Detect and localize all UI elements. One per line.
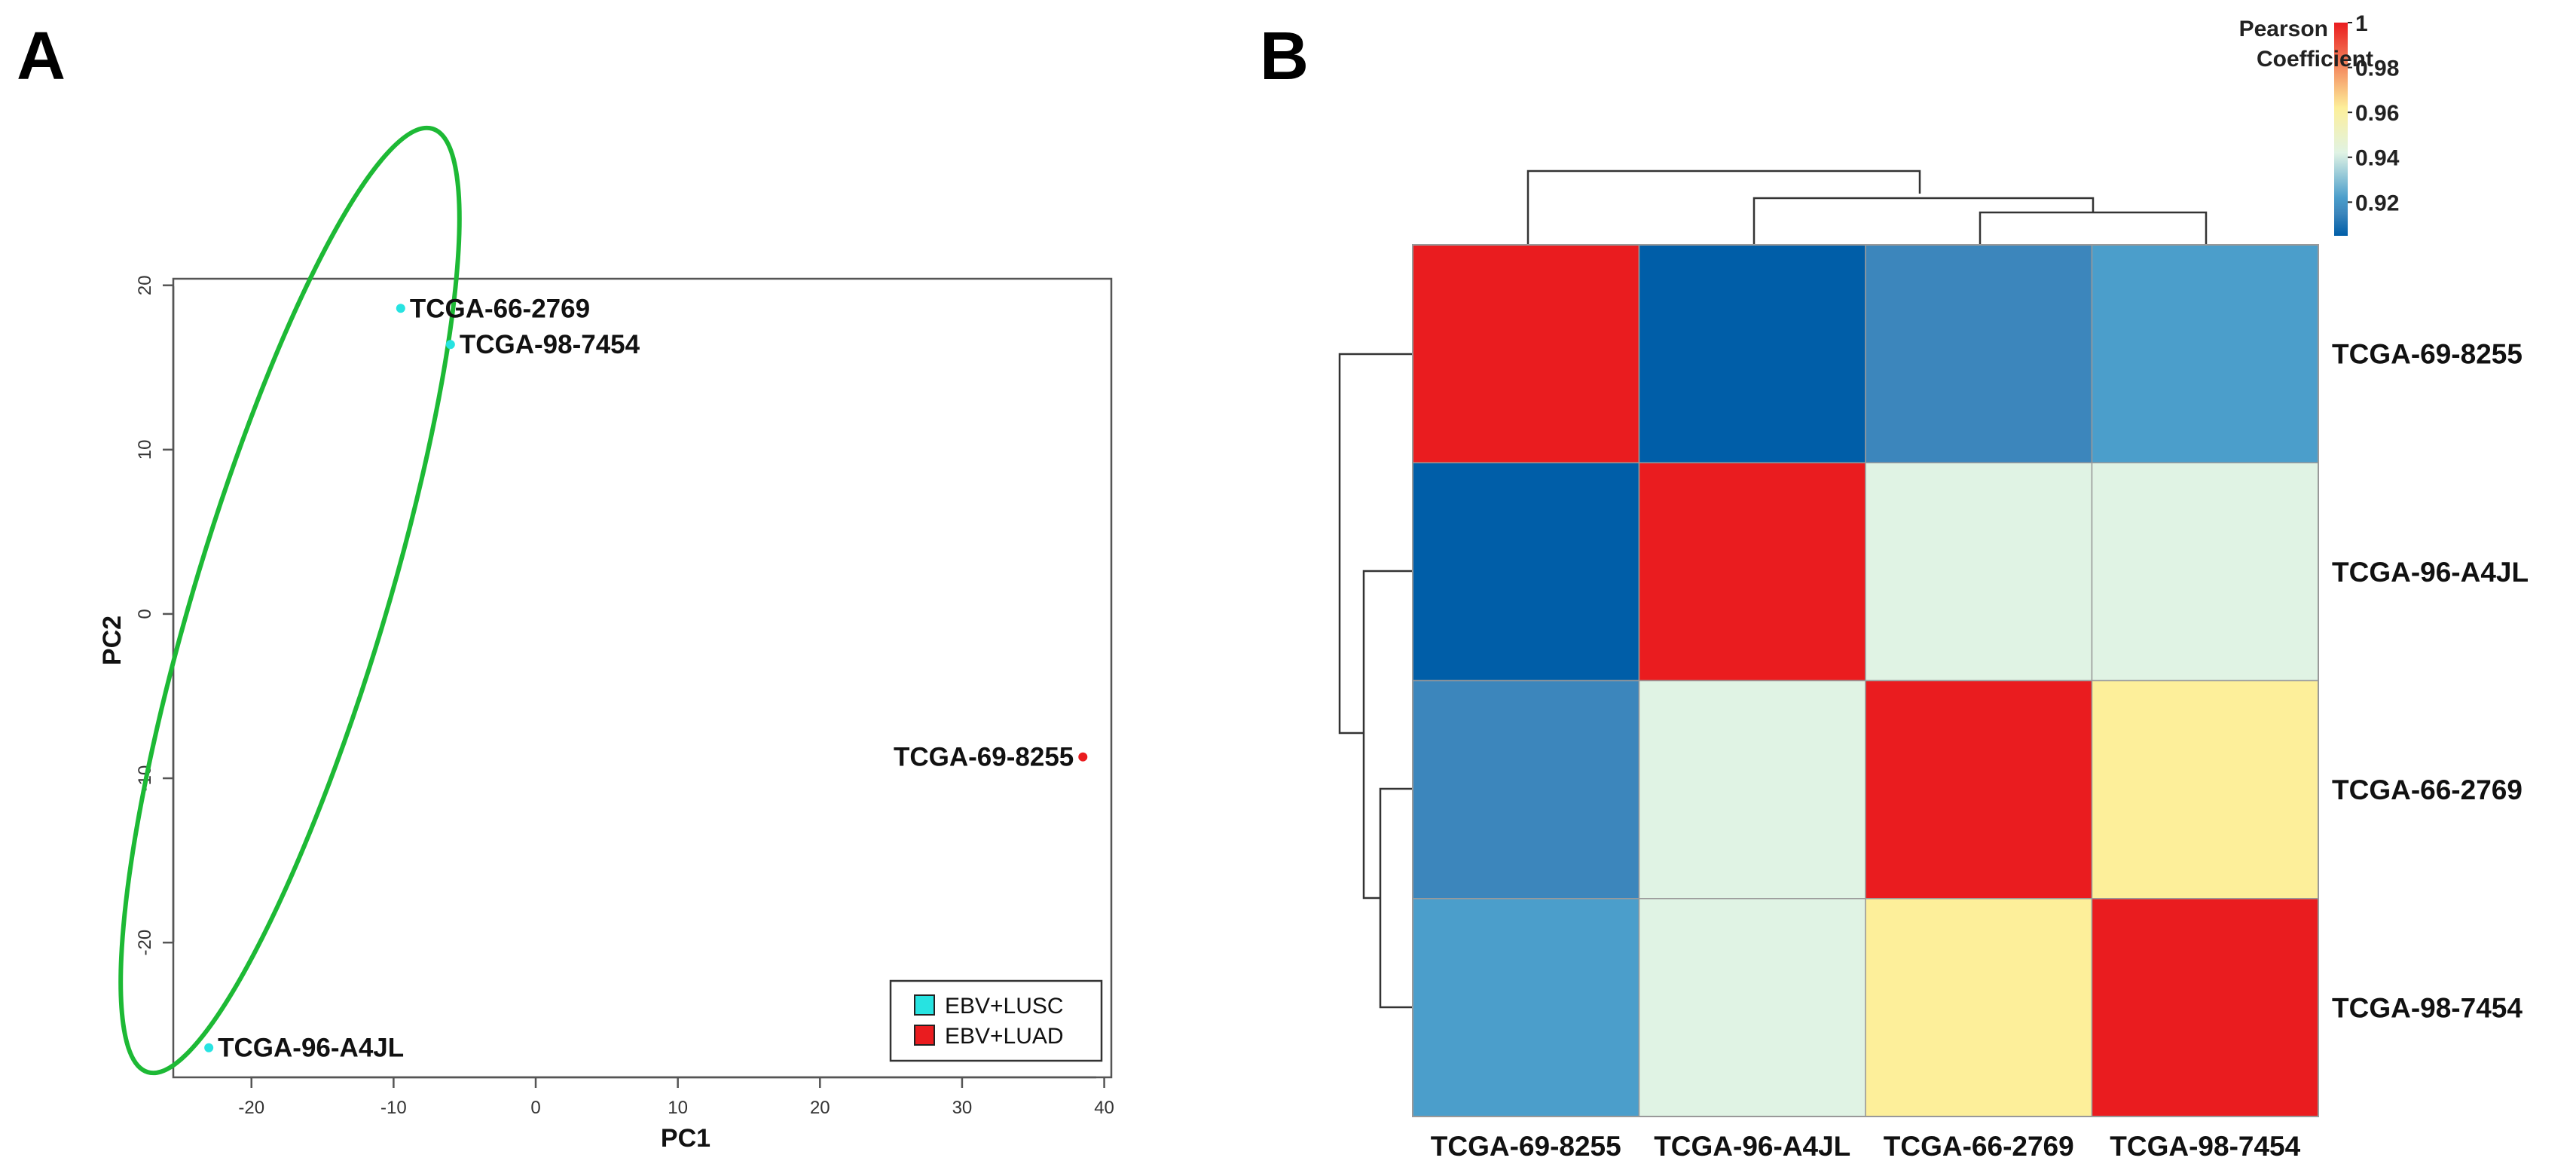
column-label: TCGA-98-7454 <box>2110 1131 2300 1162</box>
column-labels: TCGA-69-8255 TCGA-96-A4JL TCGA-66-2769 TCGA… <box>1431 1131 2301 1162</box>
panel-a-label: A <box>17 19 66 94</box>
legend-label-luad: EBV+LUAD <box>945 1024 1064 1049</box>
point-label: TCGA-96-A4JL <box>218 1034 404 1063</box>
x-tick-label: 40 <box>1094 1098 1114 1118</box>
column-label: TCGA-69-8255 <box>1431 1131 1621 1162</box>
y-tick-label: 10 <box>135 439 155 460</box>
dendrograms <box>1338 170 2208 1009</box>
heatmap-cell <box>1638 680 1866 900</box>
row-labels: TCGA-69-8255 TCGA-96-A4JL TCGA-66-2769 TCGA… <box>2332 339 2529 1024</box>
x-axis-label: PC1 <box>661 1124 710 1153</box>
heatmap-cell <box>1865 244 2093 463</box>
x-axis: -20 -10 0 10 20 30 40 <box>238 1076 1114 1118</box>
colorbar-gradient <box>2334 23 2348 236</box>
colorbar-tick-label: 0.98 <box>2355 57 2399 81</box>
column-dendrogram-branch-1 <box>1752 197 2095 245</box>
column-label: TCGA-96-A4JL <box>1654 1131 1850 1162</box>
heatmap-cell <box>2091 244 2319 463</box>
column-dendrogram-branch-2 <box>1979 211 2208 245</box>
row-label: TCGA-98-7454 <box>2332 992 2523 1023</box>
data-point <box>204 1043 214 1052</box>
colorbar-tick-label: 1 <box>2355 11 2368 36</box>
heatmap-cell <box>2091 462 2319 682</box>
panel-b-label: B <box>1260 19 1309 94</box>
x-tick-label: -20 <box>238 1098 264 1118</box>
heatmap-cell <box>1412 462 1640 682</box>
heatmap-cell <box>1638 244 1866 463</box>
colorbar-ticks: 1 0.98 0.96 0.94 0.92 <box>2348 11 2400 215</box>
correlation-heatmap: TCGA-69-8255 TCGA-96-A4JL TCGA-66-2769 TCGA… <box>1338 11 2529 1162</box>
legend-swatch-luad <box>914 1025 935 1046</box>
colorbar-tick-label: 0.96 <box>2355 101 2399 126</box>
point-label: TCGA-66-2769 <box>410 294 590 323</box>
x-tick-label: 30 <box>952 1098 973 1118</box>
colorbar-tick-label: 0.92 <box>2355 191 2399 215</box>
x-tick-label: 20 <box>810 1098 830 1118</box>
column-label: TCGA-66-2769 <box>1884 1131 2074 1162</box>
heatmap-cell <box>1865 462 2093 682</box>
x-tick-label: -10 <box>380 1098 407 1118</box>
y-axis-label: PC2 <box>98 616 127 665</box>
heatmap-cell <box>2091 680 2319 900</box>
row-dendrogram-branch-2 <box>1379 787 1413 1009</box>
heatmap-border <box>1412 244 2319 1117</box>
row-dendrogram-branch-1 <box>1362 570 1413 900</box>
x-tick-label: 10 <box>668 1098 688 1118</box>
heatmap-cell <box>1638 462 1866 682</box>
colorbar-title-line2: Coefficient <box>2257 47 2373 72</box>
column-dendrogram-root <box>1526 170 1921 245</box>
x-tick-label: 0 <box>530 1098 540 1118</box>
row-label: TCGA-96-A4JL <box>2332 557 2529 588</box>
point-label: TCGA-98-7454 <box>460 330 640 359</box>
row-label: TCGA-69-8255 <box>2332 339 2523 370</box>
colorbar-title-line1: Pearson <box>2239 17 2328 41</box>
data-points: TCGA-66-2769 TCGA-98-7454 TCGA-96-A4JL TCGA… <box>204 294 1088 1063</box>
heatmap-cell <box>1412 244 1640 463</box>
lusc-cluster-ellipse <box>118 125 462 1076</box>
heatmap-cell <box>1638 898 1866 1117</box>
data-point <box>1078 752 1088 762</box>
colorbar-tick-label: 0.94 <box>2355 146 2400 171</box>
row-label: TCGA-66-2769 <box>2332 774 2523 805</box>
colorbar: Pearson Coefficient 1 0.98 0.96 0.94 0.92 <box>2239 11 2400 236</box>
y-tick-label: -20 <box>135 930 155 956</box>
y-tick-label: 20 <box>135 275 155 295</box>
heatmap-cell <box>1412 680 1640 900</box>
heatmap-cell <box>1412 898 1640 1117</box>
row-dendrogram-root <box>1338 353 1413 735</box>
legend-swatch-lusc <box>914 994 935 1016</box>
heatmap-cell <box>1865 898 2093 1117</box>
data-point <box>445 340 455 350</box>
plot-frame <box>172 277 1113 1079</box>
y-tick-label: 0 <box>135 609 155 619</box>
heatmap-cell <box>1865 680 2093 900</box>
heatmap-cell <box>2091 898 2319 1117</box>
data-point <box>396 304 405 313</box>
heatmap-cells <box>1412 244 2319 1117</box>
pca-scatter-plot: -20 -10 0 10 20 30 40 -20 -10 0 10 20 PC1 PC2 TCGA… <box>98 125 1114 1153</box>
legend-box <box>889 979 1103 1062</box>
legend: EBV+LUSC EBV+LUAD <box>889 979 1103 1062</box>
legend-label-lusc: EBV+LUSC <box>945 994 1064 1019</box>
point-label: TCGA-69-8255 <box>894 743 1074 772</box>
